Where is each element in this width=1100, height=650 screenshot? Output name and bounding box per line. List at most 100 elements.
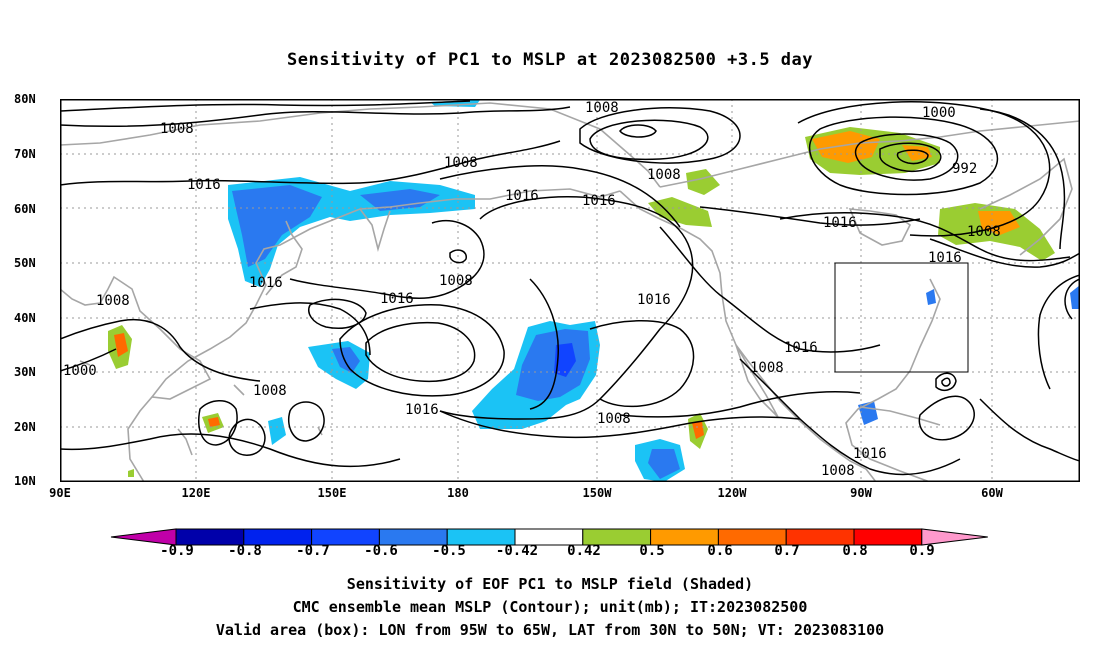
contour-1008-se-asia	[60, 318, 261, 382]
contour-1016-mid	[659, 226, 881, 353]
colorbar-label: 0.8	[842, 543, 868, 559]
shade-negative-atlantic	[926, 289, 936, 305]
colorbar-label: 0.6	[707, 543, 733, 559]
contour-1016-center	[339, 304, 505, 397]
colorbar-label: 0.9	[909, 543, 935, 559]
colorbar-label: -0.9	[160, 543, 194, 559]
contour-1008-low-arctic	[579, 107, 741, 164]
lon-label-150e: 150E	[317, 486, 347, 500]
shade-positive-mexico-core	[692, 421, 704, 439]
contour-atlantic-2	[929, 238, 1080, 268]
contour-label: 1008	[585, 100, 619, 116]
lon-label-120e: 120E	[181, 486, 211, 500]
contour-1008-lowcore	[589, 119, 709, 161]
contour-label: 1008	[967, 224, 1001, 240]
contour-label: 1008	[597, 411, 631, 427]
colorbar-label: -0.7	[296, 543, 330, 559]
contour-1016-pac-outer	[439, 165, 681, 228]
coastline-hudson	[848, 208, 912, 246]
contour-label: 1016	[928, 250, 962, 266]
contour-1000-arctic-small	[619, 124, 657, 138]
contour-1008-west	[289, 219, 485, 300]
contour-label: 1008	[160, 121, 194, 137]
lat-label-10n: 10N	[14, 474, 36, 488]
map-frame	[60, 99, 1080, 482]
lon-label-90w: 90W	[850, 486, 872, 500]
contour-1008-south	[60, 433, 401, 468]
contour-label: 1008	[444, 155, 478, 171]
contour-1016-hawaii	[589, 320, 695, 408]
contour-1016-loop-east	[619, 391, 861, 418]
contour-1000-big-low	[809, 116, 999, 196]
colorbar-label: 0.42	[567, 543, 601, 559]
lat-label-50n: 50N	[14, 256, 36, 270]
colorbar	[110, 528, 988, 546]
contour-label: 1008	[750, 360, 784, 376]
coastline-kamchatka	[359, 208, 391, 253]
page-title: Sensitivity of PC1 to MSLP at 2023082500…	[286, 50, 813, 70]
shade-negative-small	[268, 417, 286, 445]
map-canvas: 1008 1008 1008 1008 1000 992 1016 1016 1…	[60, 99, 1080, 482]
coastline-cuba	[859, 406, 941, 426]
contour-1008-north	[60, 106, 571, 128]
contour-label: 1016	[405, 402, 439, 418]
contour-1008-gulf	[918, 395, 975, 441]
contour-1000-se-asia	[60, 348, 117, 372]
contour-1008-gulf-tiny	[941, 377, 951, 387]
mslp-contours	[60, 100, 1080, 476]
contour-1016-trough	[529, 278, 559, 410]
shade-positive-china-core	[114, 333, 128, 357]
contour-1008-mexico	[739, 358, 961, 476]
lat-label-60n: 60N	[14, 202, 36, 216]
contour-1008-typhoon	[288, 401, 325, 442]
lat-label-70n: 70N	[14, 147, 36, 161]
contour-low-ring-4	[896, 149, 929, 165]
contour-atlantic-3	[1037, 274, 1080, 390]
lat-label-80n: 80N	[14, 92, 36, 106]
contour-label: 1016	[380, 291, 414, 307]
shade-positive-alaska-top	[686, 169, 720, 195]
contour-label: 1008	[96, 293, 130, 309]
shade-positive-small	[128, 469, 134, 477]
contour-label: 1008	[439, 273, 473, 289]
shade-negative-south-core	[648, 449, 680, 479]
contour-label: 1016	[187, 177, 221, 193]
lon-label-150w: 150W	[582, 486, 612, 500]
coastline-east-us	[845, 278, 941, 482]
contour-label: 1016	[637, 292, 671, 308]
contour-label: 1016	[582, 193, 616, 209]
valid-area-box	[834, 262, 969, 373]
contour-992-big-low	[854, 133, 959, 181]
colorbar-cell-right	[921, 528, 988, 546]
shade-negative-westpac-core	[332, 347, 360, 373]
colorbar-label: -0.8	[228, 543, 262, 559]
shade-positive-arctic-low-east	[902, 145, 932, 161]
contour-1016-atl-east	[1064, 278, 1080, 320]
contour-label: 992	[952, 161, 977, 177]
contour-label: 1016	[823, 215, 857, 231]
contour-1016-big-east	[779, 212, 1071, 262]
colorbar-label: -0.5	[432, 543, 466, 559]
contour-label: 1000	[63, 363, 97, 379]
contour-label: 1016	[853, 446, 887, 462]
shaded-areas	[108, 100, 1080, 482]
lat-label-40n: 40N	[14, 311, 36, 325]
contour-atlantic-1	[979, 108, 1066, 250]
contour-1016-south	[439, 410, 801, 439]
contour-1008-atl-south	[979, 398, 1080, 462]
coastline-east-asia	[151, 188, 621, 398]
contour-1008-gulf-small	[935, 372, 957, 392]
contour-label: 1008	[253, 383, 287, 399]
coastline-asia	[60, 275, 212, 482]
caption-contour: CMC ensemble mean MSLP (Contour); unit(m…	[292, 598, 808, 616]
contour-1016-east	[699, 206, 921, 226]
shade-negative-okhotsk	[360, 189, 440, 211]
shade-negative-edge	[1070, 285, 1080, 309]
contour-1008-sw-dip	[198, 400, 238, 446]
contour-1008-siberia	[60, 140, 561, 186]
contour-1008-typhoon-outer	[228, 418, 266, 456]
colorbar-label: -0.6	[364, 543, 398, 559]
shade-positive-philippines-core	[208, 417, 220, 427]
shade-negative-westpac	[308, 341, 370, 389]
caption-valid-area: Valid area (box): LON from 95W to 65W, L…	[215, 621, 885, 639]
